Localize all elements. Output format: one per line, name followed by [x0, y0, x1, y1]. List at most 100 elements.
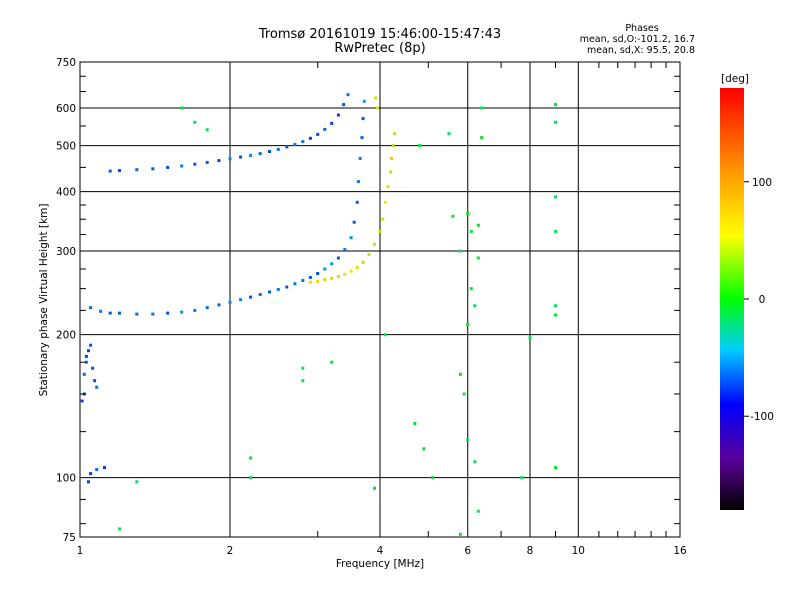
echo-point — [249, 295, 253, 299]
echo-point — [316, 132, 320, 136]
echo-point — [330, 121, 334, 125]
echo-point — [473, 460, 477, 464]
echo-point — [293, 282, 297, 286]
echo-point — [356, 180, 360, 184]
echo-point — [554, 304, 557, 308]
stats-line-x: mean, sd,X: 95.5, 20.8 — [587, 45, 695, 56]
echo-point — [95, 385, 99, 389]
echo-point — [268, 150, 271, 153]
y-tick-label: 500 — [56, 141, 76, 153]
echo-point — [205, 160, 209, 164]
echo-point — [343, 272, 347, 276]
echo-point — [135, 480, 139, 484]
echo-point — [480, 106, 484, 110]
echo-point — [373, 242, 376, 246]
echo-point — [390, 156, 394, 160]
echo-point — [476, 256, 480, 260]
echo-point — [476, 509, 480, 513]
echo-point — [108, 311, 112, 315]
echo-point — [349, 269, 353, 273]
echo-point — [554, 103, 557, 107]
echo-point — [205, 128, 209, 132]
echo-point — [84, 354, 88, 358]
echo-point — [451, 214, 455, 218]
echo-point — [378, 229, 382, 233]
echo-point — [352, 220, 356, 224]
echo-point — [346, 93, 350, 97]
echo-point — [118, 311, 121, 315]
echo-point — [193, 120, 197, 124]
echo-point — [336, 275, 340, 279]
echo-point — [343, 248, 347, 252]
echo-point — [469, 287, 473, 291]
echo-point — [330, 360, 334, 364]
echo-point — [375, 106, 379, 110]
echo-point — [349, 236, 353, 240]
echo-point — [151, 312, 155, 316]
echo-point — [480, 136, 484, 140]
echo-point — [520, 476, 524, 480]
echo-point — [458, 532, 462, 536]
echo-point — [249, 476, 253, 480]
echo-point — [180, 310, 184, 314]
echo-point — [330, 262, 334, 266]
echo-point — [308, 275, 312, 279]
echo-point — [462, 392, 466, 396]
echo-point — [323, 127, 327, 131]
colorbar-tick-label: -100 — [750, 411, 774, 423]
echo-point — [205, 306, 209, 310]
echo-point — [217, 303, 221, 307]
echo-point — [249, 456, 253, 460]
echo-point — [84, 360, 88, 364]
y-tick-label: 300 — [56, 246, 76, 258]
plot-points — [80, 93, 557, 536]
echo-point — [316, 272, 320, 275]
x-axis-label: Frequency [MHz] — [336, 558, 424, 570]
colorbar-tick-label: 0 — [759, 294, 766, 306]
echo-point — [466, 323, 470, 327]
echo-point — [336, 256, 340, 260]
echo-point — [554, 195, 557, 199]
y-tick-label: 200 — [56, 330, 76, 342]
echo-point — [554, 229, 557, 233]
echo-point — [301, 140, 305, 144]
echo-point — [422, 447, 426, 451]
echo-point — [360, 136, 364, 140]
echo-point — [458, 249, 462, 253]
y-tick-label: 100 — [56, 473, 76, 485]
echo-point — [469, 229, 473, 233]
echo-point — [285, 285, 289, 289]
x-tick-label: 4 — [377, 545, 384, 557]
echo-point — [323, 278, 327, 282]
echo-point — [87, 480, 90, 484]
echo-point — [118, 169, 121, 173]
echo-point — [473, 304, 477, 308]
echo-point — [330, 276, 334, 280]
echo-point — [554, 313, 557, 317]
echo-point — [239, 298, 243, 302]
plot-frame — [79, 61, 681, 538]
echo-point — [93, 379, 97, 383]
echo-point — [89, 472, 93, 476]
echo-point — [82, 372, 86, 376]
y-tick-label: 400 — [56, 187, 76, 199]
chart-subtitle: RwPretec (8p) — [334, 41, 425, 56]
y-axis: 75 100 200 300 400 500 600 750 — [56, 57, 680, 544]
echo-point — [228, 300, 232, 304]
echo-point — [447, 132, 451, 136]
echo-point — [293, 142, 297, 146]
echo-point — [466, 438, 470, 442]
echo-point — [336, 113, 340, 117]
echo-point — [135, 312, 139, 316]
echo-point — [95, 468, 99, 472]
x-tick-label: 16 — [673, 545, 687, 557]
echo-point — [342, 103, 346, 107]
echo-point — [99, 309, 103, 313]
echo-point — [391, 144, 395, 148]
y-axis-label: Stationary phase Virtual Height [km] — [38, 204, 50, 397]
echo-point — [239, 155, 243, 159]
plot-grid — [80, 62, 680, 537]
echo-point — [180, 106, 184, 110]
echo-point — [151, 167, 155, 171]
